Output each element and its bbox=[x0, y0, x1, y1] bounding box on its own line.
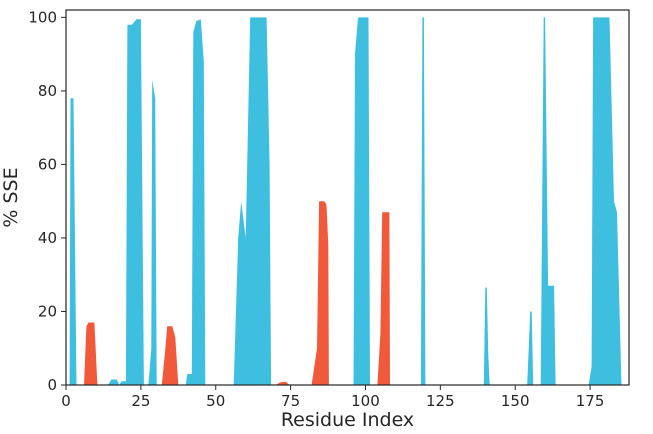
y-tick-label: 40 bbox=[38, 229, 57, 247]
plot-frame bbox=[65, 9, 630, 386]
x-axis-label: Residue Index bbox=[281, 409, 414, 431]
x-tick-label: 175 bbox=[576, 392, 605, 410]
x-tick-label: 50 bbox=[206, 392, 225, 410]
y-tick-label: 0 bbox=[47, 376, 57, 394]
x-tick-label: 25 bbox=[131, 392, 150, 410]
y-tick-label: 80 bbox=[38, 82, 57, 100]
x-tick-label: 0 bbox=[61, 392, 71, 410]
x-tick-label: 75 bbox=[281, 392, 300, 410]
y-tick-label: 20 bbox=[38, 302, 57, 320]
x-tick-label: 100 bbox=[351, 392, 380, 410]
series-layer bbox=[66, 17, 629, 386]
x-tick-label: 150 bbox=[501, 392, 530, 410]
series-area-1 bbox=[66, 17, 629, 386]
y-tick-label: 60 bbox=[38, 155, 57, 173]
y-tick-label: 100 bbox=[28, 8, 57, 26]
y-axis-label: % SSE bbox=[0, 167, 22, 227]
ticks-layer: 0 25 50 75 100 125 150 175 0 20 40 60 80 100 bbox=[28, 8, 604, 410]
x-tick-label: 125 bbox=[426, 392, 455, 410]
